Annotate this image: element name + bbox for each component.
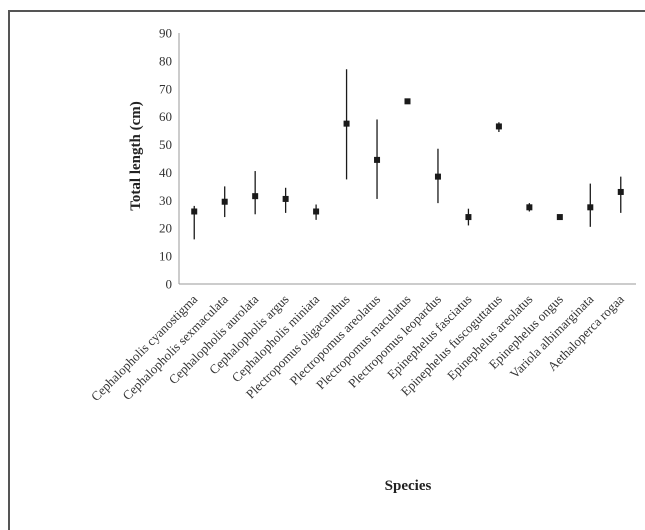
mean-point: [617, 188, 624, 195]
mean-point: [465, 214, 472, 221]
mean-point: [404, 98, 411, 105]
y-tick-label: 50: [159, 137, 172, 152]
y-tick-label: 60: [159, 109, 172, 124]
y-tick-label: 40: [159, 165, 172, 180]
y-tick-label: 20: [159, 221, 172, 236]
mean-point: [374, 156, 381, 163]
y-tick-label: 30: [159, 193, 172, 208]
mean-point: [587, 204, 594, 211]
mean-point: [434, 173, 441, 180]
y-tick-label: 10: [159, 249, 172, 264]
y-tick-label: 0: [166, 277, 173, 292]
mean-point: [556, 214, 563, 221]
x-axis-title: Species: [385, 478, 432, 494]
y-axis-title: Total length (cm): [128, 101, 144, 210]
mean-point: [343, 120, 350, 127]
mean-point: [191, 208, 198, 215]
y-tick-label: 80: [159, 53, 172, 68]
mean-point: [282, 195, 289, 202]
mean-point: [221, 198, 228, 205]
chart-frame: [8, 10, 645, 530]
mean-point: [495, 123, 502, 130]
mean-point: [526, 204, 533, 211]
mean-point: [252, 193, 259, 200]
mean-point: [313, 208, 320, 215]
y-tick-label: 70: [159, 81, 172, 96]
data-marks: [191, 69, 624, 240]
y-axis-ticks: 0 10 20 30 40 50 60 70 80 90: [159, 26, 172, 292]
y-tick-label: 90: [159, 26, 172, 41]
chart: 0 10 20 30 40 50 60 70 80 90 Cephalopholis cyanos…: [88, 26, 636, 494]
